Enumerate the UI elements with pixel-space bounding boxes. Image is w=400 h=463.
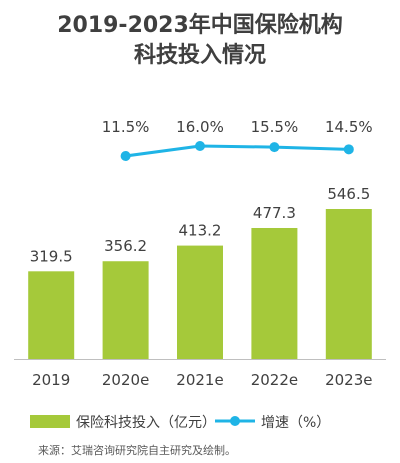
growth-point-2022e [269,142,280,153]
growth-line [125,144,349,158]
growth-point-2020e [120,151,131,161]
legend-bar-label: 保险科技投入（亿元） [76,415,216,431]
bar-value-label-2021e: 413.2 [179,222,222,240]
growth-label-2020e: 11.5% [102,118,150,136]
x-tick-2020e: 2020e [102,371,149,389]
bar-value-label-2023e: 546.5 [327,185,370,203]
growth-line-layer: 11.5% 16.0% 15.5% 14.5% [102,118,373,161]
bar-2020e [102,261,149,359]
x-tick-2021e: 2021e [176,371,223,389]
x-tick-2019: 2019 [32,371,70,389]
growth-label-2022e: 15.5% [251,118,299,136]
growth-label-2021e: 16.0% [176,118,224,136]
x-axis-ticks: 2019 2020e 2021e 2022e 2023e [32,371,372,389]
source-note: 来源：艾瑞咨询研究院自主研究及绘制。 [38,443,236,457]
bar-2023e [325,209,372,359]
bar-layer: 319.5 356.2 413.2 477.3 546.5 [28,185,372,359]
legend-line-marker [230,416,240,426]
x-tick-2023e: 2023e [325,371,372,389]
bar-value-label-2020e: 356.2 [104,237,147,255]
x-tick-2022e: 2022e [251,371,298,389]
bar-value-label-2022e: 477.3 [253,204,296,222]
chart-title-line1: 2019-2023年中国保险机构 [57,12,343,38]
bar-value-label-2019: 319.5 [30,247,73,265]
legend-bar-swatch [30,415,70,428]
legend: 保险科技投入（亿元） 增速（%） [30,415,330,431]
bar-2019 [28,271,75,359]
chart-title-line2: 科技投入情况 [134,42,266,68]
bar-2021e [177,245,223,359]
growth-point-2023e [343,144,354,155]
growth-label-2023e: 14.5% [325,118,373,136]
legend-line-label: 增速（%） [261,415,330,431]
bar-2022e [251,227,298,359]
growth-point-2021e [195,141,205,151]
